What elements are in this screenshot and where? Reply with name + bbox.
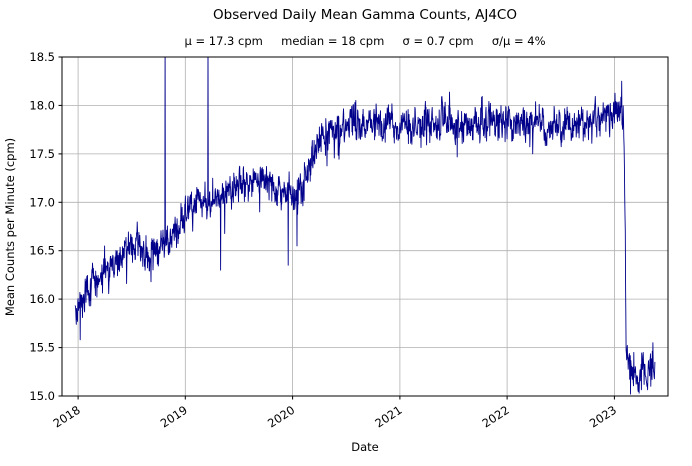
svg-text:15.0: 15.0 (29, 389, 55, 403)
svg-text:2019: 2019 (158, 403, 190, 431)
data-line (74, 57, 656, 395)
x-axis-label: Date (351, 440, 379, 454)
svg-text:2022: 2022 (480, 403, 512, 431)
y-tick-labels: 15.0 15.5 16.0 16.5 17.0 17.5 18.0 18.5 (29, 50, 62, 403)
svg-text:16.0: 16.0 (29, 292, 55, 306)
svg-text:17.5: 17.5 (29, 147, 55, 161)
svg-text:2020: 2020 (265, 403, 297, 431)
svg-text:2021: 2021 (372, 403, 404, 431)
svg-text:15.5: 15.5 (29, 341, 55, 355)
svg-text:16.5: 16.5 (29, 244, 55, 258)
svg-text:18.0: 18.0 (29, 98, 55, 112)
chart-title: Observed Daily Mean Gamma Counts, AJ4CO (213, 7, 517, 23)
axes-spines (61, 56, 669, 397)
svg-text:18.5: 18.5 (29, 50, 55, 64)
svg-text:2018: 2018 (51, 403, 83, 431)
gridlines (62, 56, 668, 397)
svg-text:17.0: 17.0 (29, 195, 55, 209)
chart-subtitle: μ = 17.3 cpm median = 18 cpm σ = 0.7 cpm… (184, 34, 546, 48)
svg-text:2023: 2023 (587, 403, 619, 431)
x-tick-labels: 2018 2019 2020 2021 2022 2023 (51, 396, 619, 430)
